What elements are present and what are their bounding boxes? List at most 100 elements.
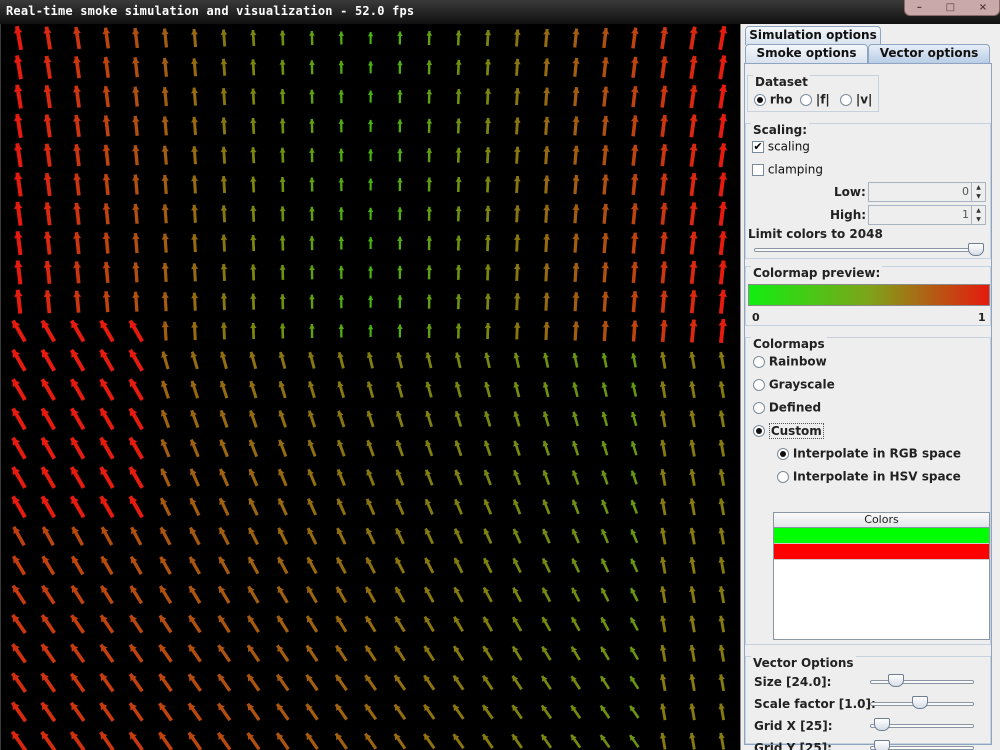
vector-glyph: [248, 497, 259, 516]
scaling-checkbox[interactable]: ✔: [752, 140, 764, 153]
vector-glyph: [659, 351, 667, 369]
colormap-option-custom[interactable]: Custom: [753, 422, 824, 439]
vector-glyph: [132, 145, 140, 166]
vector-glyph: [511, 733, 523, 749]
vector-glyph: [718, 732, 726, 750]
vector-glyph: [11, 378, 27, 401]
colormap-option-defined[interactable]: Defined: [753, 400, 821, 415]
arrow-down-icon[interactable]: ▼: [976, 216, 981, 223]
tab-simulation-options[interactable]: Simulation options: [745, 26, 881, 45]
radio-defined[interactable]: [753, 401, 765, 414]
vector-glyph: [659, 527, 667, 545]
vector-glyph: [160, 380, 170, 399]
close-icon[interactable]: ×: [978, 1, 988, 13]
vector-glyph: [366, 469, 376, 486]
vector-glyph: [43, 202, 52, 226]
radio-grayscale[interactable]: [753, 378, 765, 391]
radio-custom[interactable]: [753, 424, 765, 437]
vector-glyph: [338, 265, 345, 279]
vector-glyph: [718, 260, 728, 285]
vector-glyph: [572, 145, 580, 165]
vector-glyph: [542, 411, 550, 427]
vector-glyph: [689, 381, 696, 399]
clamping-checkbox-row[interactable]: clamping: [752, 162, 823, 177]
vector-glyph: [41, 555, 56, 576]
limit-colors-slider[interactable]: [754, 248, 984, 252]
colors-table[interactable]: Colors: [773, 512, 990, 640]
vector-glyph: [689, 674, 696, 692]
vector-glyph: [69, 436, 86, 460]
vector-glyph: [161, 292, 169, 312]
arrow-down-icon[interactable]: ▼: [976, 193, 981, 200]
dataset-option-v[interactable]: |v|: [840, 92, 872, 107]
vector-glyph: [279, 147, 286, 163]
vector-glyph: [277, 527, 289, 545]
vector-glyph: [72, 85, 81, 108]
vector-glyph: [572, 382, 579, 398]
size-slider-thumb[interactable]: [887, 674, 904, 687]
radio-rainbow[interactable]: [753, 355, 765, 368]
vector-glyph: [424, 557, 435, 574]
tab-smoke-options[interactable]: Smoke options: [745, 44, 868, 63]
vector-glyph: [572, 174, 580, 195]
color-row[interactable]: [774, 528, 989, 544]
vector-glyph: [275, 673, 290, 692]
radio-v[interactable]: [840, 93, 852, 106]
color-row[interactable]: [774, 544, 989, 560]
vector-glyph: [69, 643, 86, 664]
vector-glyph: [191, 321, 199, 341]
colormap-option-rainbow[interactable]: Rainbow: [753, 354, 827, 369]
high-spinner[interactable]: 1 ▲ ▼: [868, 205, 986, 225]
vector-glyph: [216, 731, 232, 750]
vector-glyph: [100, 555, 114, 576]
vector-glyph: [601, 145, 610, 166]
radio-f[interactable]: [800, 93, 812, 106]
vector-glyph: [543, 204, 551, 223]
vector-glyph: [600, 587, 610, 602]
limit-colors-slider-thumb[interactable]: [968, 243, 984, 256]
arrow-up-icon[interactable]: ▲: [976, 184, 981, 191]
vector-glyph: [338, 148, 345, 162]
dataset-option-rho[interactable]: rho: [754, 92, 793, 107]
vector-glyph: [334, 732, 348, 750]
vector-glyph: [481, 733, 494, 749]
maximize-icon[interactable]: □: [945, 1, 956, 13]
clamping-checkbox[interactable]: [752, 163, 764, 176]
size-slider[interactable]: [870, 680, 974, 684]
vector-glyph: [659, 615, 667, 633]
vector-glyph: [11, 555, 27, 576]
interpolate-hsv-option[interactable]: Interpolate in HSV space: [777, 469, 961, 484]
vector-glyph: [540, 704, 553, 720]
scaling-checkbox-row[interactable]: ✔ scaling: [752, 139, 810, 154]
vector-glyph: [216, 673, 232, 692]
colormap-label-custom: Custom: [768, 422, 824, 439]
visualization-canvas[interactable]: [0, 24, 740, 750]
minimize-icon[interactable]: –: [916, 1, 922, 13]
vector-glyph: [102, 173, 111, 196]
vector-glyph: [191, 58, 198, 77]
vector-glyph: [513, 381, 521, 398]
colormap-option-grayscale[interactable]: Grayscale: [753, 377, 835, 392]
window-titlebar[interactable]: Real-time smoke simulation and visualiza…: [0, 0, 1000, 24]
arrow-up-icon[interactable]: ▲: [976, 207, 981, 214]
vector-glyph: [129, 555, 143, 575]
radio-interpolate-hsv[interactable]: [777, 470, 789, 483]
vector-glyph: [189, 438, 200, 458]
radio-rho[interactable]: [754, 93, 766, 106]
dataset-option-f[interactable]: |f|: [800, 92, 830, 107]
vector-glyph: [161, 233, 169, 253]
vector-glyph: [513, 88, 521, 106]
vector-glyph: [276, 644, 290, 663]
grid-x-slider-thumb[interactable]: [874, 718, 891, 731]
grid-x-slider[interactable]: [870, 724, 974, 728]
radio-interpolate-rgb[interactable]: [777, 447, 789, 460]
vector-glyph: [512, 557, 522, 574]
vector-glyph: [336, 439, 346, 457]
vector-glyph: [365, 556, 376, 574]
interpolate-rgb-option[interactable]: Interpolate in RGB space: [777, 446, 961, 461]
low-spinner[interactable]: 0 ▲ ▼: [868, 182, 986, 202]
grid-y-slider-thumb[interactable]: [874, 740, 891, 750]
tab-vector-options[interactable]: Vector options: [868, 44, 990, 63]
vector-glyph: [250, 117, 257, 134]
scale-factor-slider-thumb[interactable]: [912, 696, 929, 709]
